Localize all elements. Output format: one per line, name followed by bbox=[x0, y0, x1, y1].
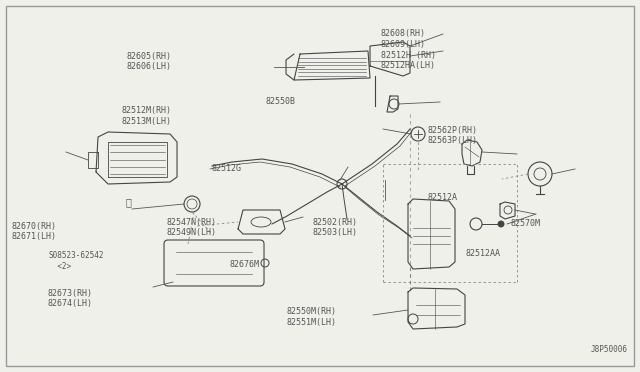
Text: 82673(RH)
82674(LH): 82673(RH) 82674(LH) bbox=[48, 289, 93, 308]
Text: 82502(RH)
82503(LH): 82502(RH) 82503(LH) bbox=[312, 218, 357, 237]
Text: 82550M(RH)
82551M(LH): 82550M(RH) 82551M(LH) bbox=[287, 307, 337, 327]
Text: 82562P(RH)
82563P(LH): 82562P(RH) 82563P(LH) bbox=[428, 126, 477, 145]
Text: 82570M: 82570M bbox=[511, 219, 541, 228]
Text: 82512A: 82512A bbox=[428, 193, 458, 202]
Text: 82512M(RH)
82513M(LH): 82512M(RH) 82513M(LH) bbox=[122, 106, 172, 126]
Text: 82605(RH)
82606(LH): 82605(RH) 82606(LH) bbox=[127, 52, 172, 71]
Text: S08523-62542
  <2>: S08523-62542 <2> bbox=[48, 251, 104, 271]
Text: 82670(RH)
82671(LH): 82670(RH) 82671(LH) bbox=[12, 222, 56, 241]
Text: 82512G: 82512G bbox=[212, 164, 242, 173]
Text: 82512AA: 82512AA bbox=[466, 249, 501, 258]
Text: 82676M: 82676M bbox=[229, 260, 259, 269]
Text: 82550B: 82550B bbox=[266, 97, 296, 106]
Text: 82547N(RH)
82549N(LH): 82547N(RH) 82549N(LH) bbox=[166, 218, 216, 237]
Text: 82608(RH)
82609(LH): 82608(RH) 82609(LH) bbox=[381, 29, 426, 49]
Text: 82512H (RH)
82512HA(LH): 82512H (RH) 82512HA(LH) bbox=[381, 51, 436, 70]
Text: J8P50006: J8P50006 bbox=[591, 345, 628, 354]
Text: Ⓢ: Ⓢ bbox=[125, 197, 131, 207]
Circle shape bbox=[498, 221, 504, 227]
